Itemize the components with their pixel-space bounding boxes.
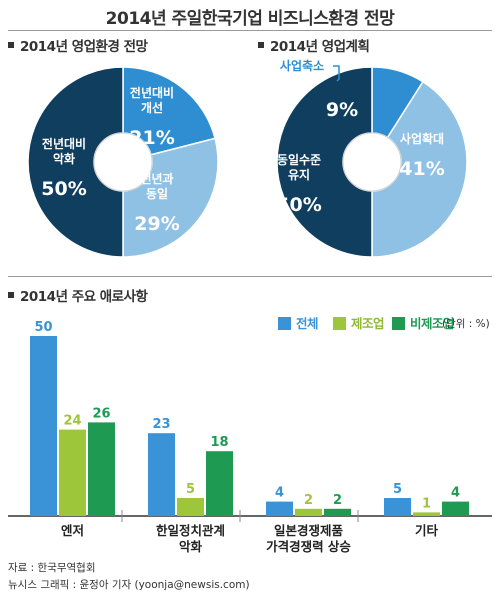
unit-note: (단위 : %) (442, 318, 490, 330)
legend-swatch-total (278, 317, 291, 330)
slice-label: 전년대비 (42, 136, 86, 151)
slice-label: 전년과 (140, 171, 173, 186)
category-label: 엔저 (61, 523, 84, 538)
slice-value-label: 21% (129, 127, 174, 149)
source-note: 자료 : 한국무역협회 (8, 562, 96, 574)
bar-value-label: 5 (393, 482, 402, 497)
bar (177, 498, 204, 516)
bar-value-label: 2 (304, 493, 313, 508)
slice-value-label: 50% (276, 194, 321, 216)
bar (324, 508, 351, 516)
bar (206, 451, 233, 516)
category-label: 일본경쟁제품 (274, 523, 344, 538)
bar (295, 508, 322, 516)
slice-label: 사업확대 (400, 131, 444, 146)
legend-label-non-manufacturing: 비제조업 (410, 316, 455, 331)
section-title-business-outlook: 2014년 영업환경 전망 (8, 35, 148, 55)
slice-value-label: 9% (326, 99, 358, 121)
category-label: 한일정치관계 (156, 523, 225, 538)
slice-value-label: 29% (134, 213, 179, 235)
legend-item-total: 전체 (278, 313, 319, 332)
legend-item-manufacturing: 제조업 (333, 313, 385, 332)
callout-label: 사업축소 (280, 58, 324, 73)
category-label: 악화 (179, 539, 203, 554)
slice-value-label: 41% (399, 158, 444, 180)
bar (59, 429, 86, 516)
bar (266, 501, 293, 516)
legend-swatch-non-manufacturing (392, 317, 405, 330)
bar (413, 512, 440, 516)
category-label: 기타 (415, 523, 439, 538)
bar (30, 336, 57, 516)
bullet-square-icon (258, 42, 264, 48)
bar-value-label: 26 (92, 406, 110, 421)
bar (88, 422, 115, 516)
bar-value-label: 18 (210, 435, 228, 450)
legend-label-manufacturing: 제조업 (351, 316, 385, 331)
section-title-label: 2014년 주요 애로사항 (20, 289, 148, 305)
page-title: 2014년 주일한국기업 비즈니스환경 전망 (105, 9, 395, 29)
slice-label: 전년대비 (130, 85, 174, 100)
slice-label: 동일수준 (277, 153, 321, 167)
slice-label: 동일 (146, 187, 168, 201)
bar-value-label: 23 (152, 417, 170, 432)
donut-hole (342, 132, 402, 192)
section-title-business-plan: 2014년 영업계획 (258, 35, 370, 55)
section-title-label: 2014년 영업계획 (270, 39, 370, 55)
slice-value-label: 50% (41, 178, 86, 200)
title-divider (8, 30, 492, 31)
credit-note: 뉴시스 그래픽 : 윤정아 기자 (yoonja@newsis.com) (8, 579, 250, 591)
section-title-label: 2014년 영업환경 전망 (20, 39, 148, 55)
bullet-square-icon (8, 292, 14, 298)
callout-line (333, 65, 340, 82)
bar-value-label: 24 (63, 414, 81, 429)
section-divider (8, 276, 492, 277)
section-title-main-difficulties: 2014년 주요 애로사항 (8, 285, 148, 305)
bar-value-label: 4 (275, 486, 284, 501)
legend-label-total: 전체 (296, 316, 319, 331)
legend-swatch-manufacturing (333, 317, 346, 330)
slice-label: 개선 (141, 100, 163, 115)
slice-label: 유지 (288, 167, 310, 182)
footer: 자료 : 한국무역협회 뉴시스 그래픽 : 윤정아 기자 (yoonja@new… (8, 560, 250, 594)
category-label: 가격경쟁력 상승 (266, 539, 351, 554)
bar (384, 498, 411, 516)
bar-value-label: 4 (451, 486, 460, 501)
bar (148, 433, 175, 516)
bar-value-label: 5 (186, 482, 195, 497)
legend-item-non-manufacturing: 비제조업 (392, 313, 455, 332)
bar-value-label: 2 (333, 493, 342, 508)
bar-value-label: 1 (422, 496, 431, 511)
slice-label: 악화 (53, 151, 75, 166)
bullet-square-icon (8, 42, 14, 48)
donut-hole (93, 132, 153, 192)
bar (442, 501, 469, 516)
bar-value-label: 50 (34, 320, 52, 335)
